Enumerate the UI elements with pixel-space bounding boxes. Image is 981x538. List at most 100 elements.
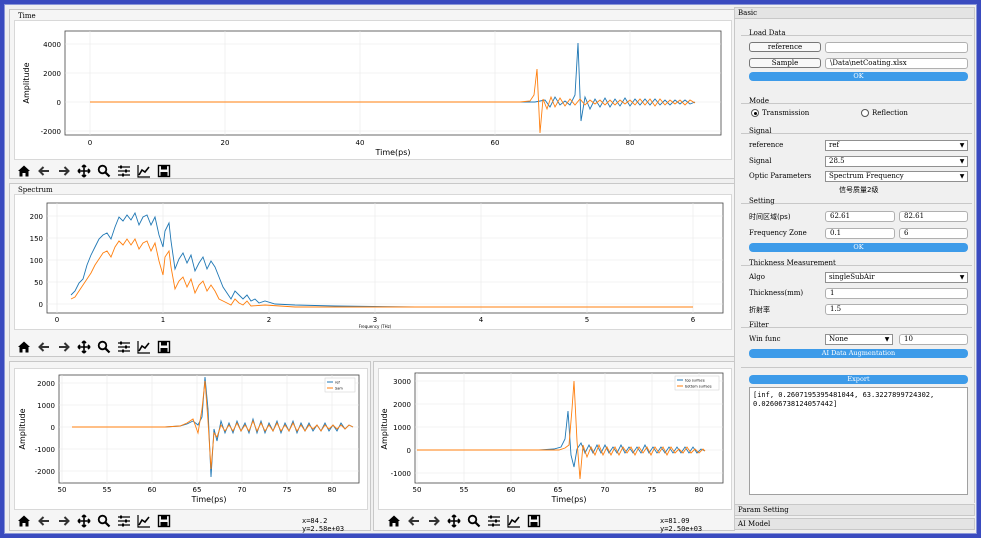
sample-path-field[interactable]: \Data\netCoating.xlsx [825, 58, 968, 69]
setting-title: Setting [749, 197, 775, 205]
back-icon[interactable] [406, 513, 422, 529]
bl-ytick-3: -1000 [35, 446, 55, 454]
load-data-section [741, 35, 972, 93]
edit-curve-icon[interactable] [136, 163, 152, 179]
time-plot[interactable]: 0 20 40 60 80 4000 2000 0 -2000 Time(ps)… [14, 20, 732, 160]
win-num-field[interactable]: 10 [899, 334, 968, 345]
signal-reference-select[interactable]: ref ▼ [825, 140, 968, 151]
zoom-icon[interactable] [96, 163, 112, 179]
home-icon[interactable] [386, 513, 402, 529]
forward-icon[interactable] [56, 339, 72, 355]
pan-icon[interactable] [76, 513, 92, 529]
time-group-title: Time [16, 12, 38, 20]
tab-param-setting[interactable]: Param Setting [734, 504, 975, 516]
back-icon[interactable] [36, 513, 52, 529]
edit-curve-icon[interactable] [136, 513, 152, 529]
mode-title: Mode [749, 97, 770, 105]
configure-icon[interactable] [116, 163, 132, 179]
optic-select[interactable]: Spectrum Frequency ▼ [825, 171, 968, 182]
tab-basic[interactable]: Basic [734, 7, 975, 19]
spec-xtick-5: 5 [585, 316, 589, 324]
spectrum-group: Spectrum 0 1 2 3 4 [9, 183, 735, 357]
br-xtick-4: 70 [601, 486, 610, 494]
zoom-icon[interactable] [96, 513, 112, 529]
back-icon[interactable] [36, 339, 52, 355]
edit-curve-icon[interactable] [136, 339, 152, 355]
forward-icon[interactable] [426, 513, 442, 529]
tab-ai-model[interactable]: AI Model [734, 518, 975, 530]
spectrum-group-title: Spectrum [16, 186, 55, 194]
br-legend-0: top surface [685, 379, 705, 383]
signal-select[interactable]: 28.5 ▼ [825, 156, 968, 167]
save-icon[interactable] [526, 513, 542, 529]
filter-title: Filter [749, 321, 769, 329]
bottom-left-plot[interactable]: 50 55 60 65 70 75 80 2000 1000 0 -1000 -… [14, 368, 368, 510]
bl-xlabel: Time(ps) [190, 495, 226, 504]
br-legend: top surface bottom surface [674, 375, 720, 391]
home-icon[interactable] [16, 513, 32, 529]
load-ok-button[interactable]: OK [749, 72, 968, 81]
spectrum-plot[interactable]: 0 1 2 3 4 5 6 200 150 100 50 0 Frequency… [14, 194, 732, 330]
br-ytick-0: 3000 [393, 378, 411, 386]
export-button[interactable]: Export [749, 375, 968, 384]
forward-icon[interactable] [56, 513, 72, 529]
bottom-right-plot[interactable]: 50 55 60 65 70 75 80 3000 2000 1000 0 -1… [378, 368, 732, 510]
sample-button[interactable]: Sample [749, 58, 821, 68]
chevron-down-icon: ▼ [959, 142, 965, 149]
time-ytick-1: 2000 [43, 70, 61, 78]
ai-augmentation-button[interactable]: AI Data Augmentation [749, 349, 968, 358]
transmission-radio[interactable] [751, 109, 759, 117]
time-series-sam [90, 68, 696, 134]
back-icon[interactable] [36, 163, 52, 179]
home-icon[interactable] [16, 163, 32, 179]
bl-xtick-0: 50 [58, 486, 67, 494]
signal-reference-label: reference [749, 141, 784, 149]
result-output[interactable]: [inf, 0.2607195395481044, 63.32278997243… [749, 387, 968, 495]
configure-icon[interactable] [486, 513, 502, 529]
bl-ytick-0: 2000 [37, 380, 55, 388]
pan-icon[interactable] [76, 163, 92, 179]
spec-xtick-1: 1 [161, 316, 165, 324]
time-from-field[interactable]: 62.61 [825, 211, 895, 222]
freq-to-field[interactable]: 6 [899, 228, 968, 239]
configure-icon[interactable] [116, 339, 132, 355]
bl-legend-1: Sam [335, 387, 343, 391]
reference-button[interactable]: reference [749, 42, 821, 52]
zoom-icon[interactable] [96, 339, 112, 355]
save-icon[interactable] [156, 513, 172, 529]
bl-ylabel: Amplitude [18, 408, 27, 449]
win-func-select[interactable]: None ▼ [825, 334, 893, 345]
algo-select[interactable]: singleSubAir ▼ [825, 272, 968, 283]
time-to-field[interactable]: 82.61 [899, 211, 968, 222]
thickness-section [741, 265, 972, 266]
home-icon[interactable] [16, 339, 32, 355]
save-icon[interactable] [156, 339, 172, 355]
time-xtick-2: 40 [356, 139, 365, 147]
forward-icon[interactable] [56, 163, 72, 179]
setting-ok-button[interactable]: OK [749, 243, 968, 252]
bl-series-sam [72, 380, 354, 470]
spectrum-series-sam [70, 238, 693, 308]
signal-title: Signal [749, 127, 772, 135]
spec-xtick-4: 4 [479, 316, 484, 324]
thickness-field[interactable]: 1 [825, 288, 968, 299]
zoom-icon[interactable] [466, 513, 482, 529]
time-xtick-4: 80 [626, 139, 635, 147]
bl-xtick-1: 55 [103, 486, 112, 494]
time-chart-svg: 0 20 40 60 80 4000 2000 0 -2000 Time(ps)… [22, 30, 722, 157]
configure-icon[interactable] [116, 513, 132, 529]
spectrum-toolbar [16, 338, 172, 356]
pan-icon[interactable] [76, 339, 92, 355]
edit-curve-icon[interactable] [506, 513, 522, 529]
bl-xtick-3: 65 [193, 486, 202, 494]
refractive-index-field[interactable]: 1.5 [825, 304, 968, 315]
optic-value: Spectrum Frequency [829, 172, 904, 180]
chevron-down-icon: ▼ [959, 158, 965, 165]
reflection-radio[interactable] [861, 109, 869, 117]
br-xtick-3: 65 [554, 486, 563, 494]
spec-ytick-3: 50 [34, 279, 43, 287]
save-icon[interactable] [156, 163, 172, 179]
reference-path-field[interactable] [825, 42, 968, 53]
pan-icon[interactable] [446, 513, 462, 529]
freq-from-field[interactable]: 0.1 [825, 228, 895, 239]
